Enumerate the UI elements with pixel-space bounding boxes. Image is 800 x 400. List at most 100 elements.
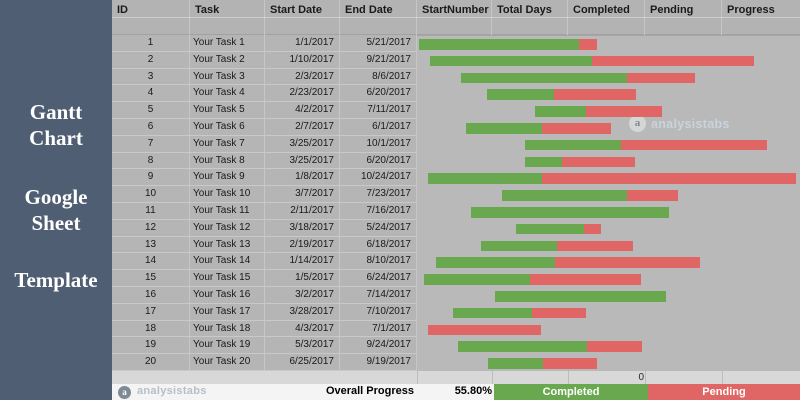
cell-end-date[interactable]: 6/18/2017 [340,236,417,253]
cell-task[interactable]: Your Task 17 [190,303,265,320]
cell-start-date[interactable]: 2/3/2017 [265,68,340,85]
column-header-start-date[interactable]: Start Date [265,0,340,35]
cell-start-date[interactable]: 1/14/2017 [265,253,340,270]
cell-id[interactable]: 8 [112,152,190,169]
cell-id[interactable]: 18 [112,320,190,337]
cell-end-date[interactable]: 7/23/2017 [340,186,417,202]
cell-task[interactable]: Your Task 16 [190,286,265,303]
cell-task[interactable]: Your Task 3 [190,68,265,85]
cell-start-date[interactable]: 3/18/2017 [265,219,340,236]
cell-end-date[interactable]: 6/1/2017 [340,118,417,135]
column-header-progress[interactable]: Progress [727,4,775,16]
cell-start-date[interactable]: 3/28/2017 [265,303,340,320]
cell-end-date[interactable]: 8/6/2017 [340,68,417,85]
cell-id[interactable]: 4 [112,85,190,102]
gantt-bar-pending-segment [627,72,696,84]
cell-task[interactable]: Your Task 4 [190,85,265,102]
cell-start-date[interactable]: 1/10/2017 [265,51,340,68]
cell-task[interactable]: Your Task 2 [190,51,265,68]
cell-id[interactable]: 16 [112,286,190,303]
cell-task[interactable]: Your Task 20 [190,354,265,370]
cell-start-date[interactable]: 5/3/2017 [265,337,340,354]
cell-task[interactable]: Your Task 9 [190,169,265,186]
cell-id[interactable]: 13 [112,236,190,253]
analysistabs-logo-icon: a [118,385,131,399]
cell-id[interactable]: 1 [112,35,190,51]
cell-start-date[interactable]: 2/7/2017 [265,118,340,135]
cell-start-date[interactable]: 3/2/2017 [265,286,340,303]
gantt-bar-pending-segment [562,156,636,168]
cell-start-date[interactable]: 1/1/2017 [265,35,340,51]
cell-task[interactable]: Your Task 10 [190,186,265,202]
cell-task[interactable]: Your Task 18 [190,320,265,337]
gantt-bar-pending-segment [585,106,663,117]
cell-id[interactable]: 19 [112,337,190,354]
cell-end-date[interactable]: 6/20/2017 [340,85,417,102]
cell-end-date[interactable]: 9/21/2017 [340,51,417,68]
cell-task[interactable]: Your Task 13 [190,236,265,253]
cell-end-date[interactable]: 7/11/2017 [340,102,417,118]
cell-task[interactable]: Your Task 7 [190,135,265,152]
cell-start-date[interactable]: 1/5/2017 [265,270,340,286]
sidebar-title-line: Gantt [29,100,83,124]
cell-id[interactable]: 11 [112,202,190,219]
cell-id[interactable]: 9 [112,169,190,186]
cell-id[interactable]: 2 [112,51,190,68]
cell-id[interactable]: 17 [112,303,190,320]
cell-id[interactable]: 5 [112,102,190,118]
cell-id[interactable]: 14 [112,253,190,270]
cell-start-date[interactable]: 4/2/2017 [265,102,340,118]
cell-end-date[interactable]: 10/24/2017 [340,169,417,186]
gantt-bar [471,207,669,218]
cell-start-date[interactable]: 2/23/2017 [265,85,340,102]
cell-id[interactable]: 3 [112,68,190,85]
column-header-end-date[interactable]: End Date [340,0,417,35]
column-header-id[interactable]: ID [112,0,190,35]
cell-id[interactable]: 6 [112,118,190,135]
column-header-task[interactable]: Task [190,0,265,35]
cell-id[interactable]: 7 [112,135,190,152]
cell-end-date[interactable]: 7/16/2017 [340,202,417,219]
cell-end-date[interactable]: 6/24/2017 [340,270,417,286]
cell-task[interactable]: Your Task 14 [190,253,265,270]
cell-start-date[interactable]: 6/25/2017 [265,354,340,370]
cell-end-date[interactable]: 6/20/2017 [340,152,417,169]
column-header-pending[interactable]: Pending [645,0,722,35]
cell-start-date[interactable]: 2/11/2017 [265,202,340,219]
cell-start-date[interactable]: 3/25/2017 [265,152,340,169]
gantt-bar-completed-segment [486,89,554,100]
cell-end-date[interactable]: 8/10/2017 [340,253,417,270]
cell-start-date[interactable]: 4/3/2017 [265,320,340,337]
overall-progress-value[interactable]: 55.80% [454,385,492,397]
cell-end-date[interactable]: 5/24/2017 [340,219,417,236]
column-header-completed[interactable]: Completed [568,0,645,35]
cell-end-date[interactable]: 7/14/2017 [340,286,417,303]
cell-task[interactable]: Your Task 5 [190,102,265,118]
cell-end-date[interactable]: 9/24/2017 [340,337,417,354]
cell-task[interactable]: Your Task 1 [190,35,265,51]
cell-id[interactable]: 20 [112,354,190,370]
cell-id[interactable]: 15 [112,270,190,286]
cell-task[interactable]: Your Task 11 [190,202,265,219]
cell-start-date[interactable]: 3/25/2017 [265,135,340,152]
cell-id[interactable]: 10 [112,186,190,202]
column-header-total-days[interactable]: Total Days [492,0,568,35]
cell-start-date[interactable]: 1/8/2017 [265,169,340,186]
gantt-bar-pending-segment [530,274,641,285]
cell-task[interactable]: Your Task 15 [190,270,265,286]
cell-end-date[interactable]: 7/1/2017 [340,320,417,337]
cell-end-date[interactable]: 5/21/2017 [340,35,417,51]
cell-end-date[interactable]: 9/19/2017 [340,354,417,370]
column-header-startnumber[interactable]: StartNumber [417,0,492,35]
cell-task[interactable]: Your Task 12 [190,219,265,236]
cell-end-date[interactable]: 10/1/2017 [340,135,417,152]
cell-start-date[interactable]: 3/7/2017 [265,186,340,202]
cell-start-date[interactable]: 2/19/2017 [265,236,340,253]
cell-task[interactable]: Your Task 8 [190,152,265,169]
cell-task[interactable]: Your Task 19 [190,337,265,354]
cell-end-date[interactable]: 7/10/2017 [340,303,417,320]
legend-completed-cell[interactable]: Completed [494,384,648,400]
cell-task[interactable]: Your Task 6 [190,118,265,135]
cell-id[interactable]: 12 [112,219,190,236]
legend-pending-cell[interactable]: Pending [648,384,800,400]
